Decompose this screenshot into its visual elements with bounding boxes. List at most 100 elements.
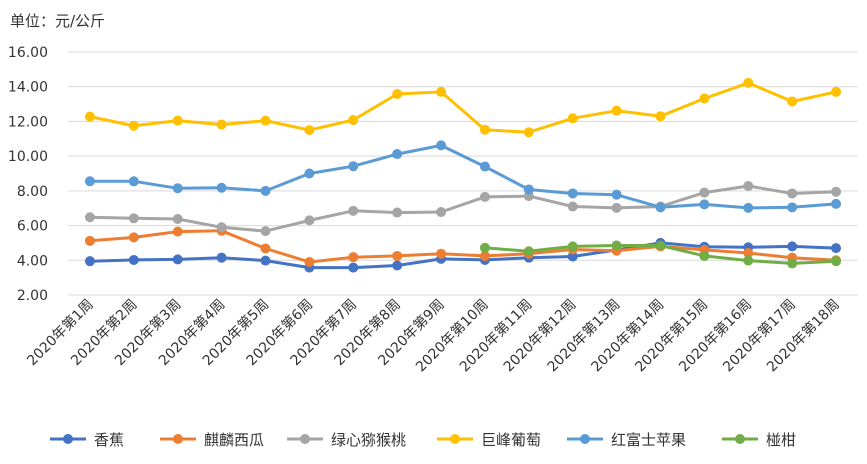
data-point [260, 226, 271, 237]
data-point [128, 120, 139, 131]
data-point [260, 255, 271, 266]
data-point [436, 140, 447, 151]
data-point [831, 198, 842, 209]
data-point [699, 187, 710, 198]
data-point [567, 241, 578, 252]
data-point [348, 252, 359, 263]
y-tick-label: 12.00 [8, 114, 48, 130]
data-point [128, 213, 139, 224]
data-point [84, 235, 95, 246]
data-point [787, 258, 798, 269]
legend: 香蕉 麒麟西瓜 绿心猕猴桃 巨峰葡萄 红富士苹果 椪柑 [50, 431, 796, 449]
data-point [567, 251, 578, 262]
legend-label: 麒麟西瓜 [204, 431, 264, 449]
data-point [831, 256, 842, 267]
data-point [787, 202, 798, 213]
data-point [128, 232, 139, 243]
y-tick-label: 14.00 [8, 80, 48, 96]
data-point [743, 255, 754, 266]
data-point [479, 191, 490, 202]
data-point [216, 252, 227, 263]
data-point [567, 188, 578, 199]
data-point [743, 247, 754, 258]
data-point [128, 176, 139, 187]
data-point [479, 242, 490, 253]
data-point [479, 250, 490, 261]
data-point [304, 257, 315, 268]
data-point [304, 125, 315, 136]
legend-label: 巨峰葡萄 [481, 431, 541, 449]
data-point [260, 185, 271, 196]
unit-label: 单位：元/公斤 [10, 12, 105, 30]
data-point [172, 254, 183, 265]
data-point [392, 260, 403, 271]
series-6 [479, 240, 842, 269]
data-point [172, 183, 183, 194]
data-point [655, 111, 666, 122]
data-point [84, 212, 95, 223]
data-point [172, 115, 183, 126]
data-point [216, 222, 227, 233]
data-point [348, 205, 359, 216]
y-tick-label: 4.00 [17, 253, 48, 269]
y-tick-label: 10.00 [8, 149, 48, 165]
legend-item: 麒麟西瓜 [160, 431, 264, 449]
data-point [392, 250, 403, 261]
data-point [611, 189, 622, 200]
data-point [831, 243, 842, 254]
legend-item: 红富士苹果 [567, 431, 686, 449]
data-point [216, 182, 227, 193]
series-line [89, 143, 837, 210]
data-point [172, 213, 183, 224]
series-5 [84, 140, 842, 213]
data-point [348, 115, 359, 126]
data-point [216, 119, 227, 130]
data-point [831, 86, 842, 97]
data-point [392, 149, 403, 160]
data-point [304, 168, 315, 179]
y-axis: 2.00 4.00 6.00 8.00 10.00 12.00 14.00 16.00 [8, 45, 48, 304]
legend-label: 红富士苹果 [611, 431, 686, 449]
data-point [787, 96, 798, 107]
series-line [89, 241, 837, 270]
series-lines [84, 77, 842, 273]
legend-item: 椪柑 [722, 431, 796, 449]
legend-marker [300, 434, 310, 444]
legend-label: 绿心猕猴桃 [331, 431, 406, 449]
legend-item: 巨峰葡萄 [437, 431, 541, 449]
data-point [392, 89, 403, 100]
data-point [436, 248, 447, 259]
data-point [479, 161, 490, 172]
data-point [567, 201, 578, 212]
legend-item: 香蕉 [50, 431, 124, 449]
legend-marker [173, 434, 183, 444]
data-point [304, 215, 315, 226]
y-tick-label: 16.00 [8, 45, 48, 61]
data-point [699, 250, 710, 261]
series-line [89, 229, 837, 264]
data-point [84, 111, 95, 122]
data-point [260, 115, 271, 126]
data-point [743, 202, 754, 213]
data-point [84, 176, 95, 187]
series-line [89, 184, 837, 233]
data-point [436, 207, 447, 218]
data-point [172, 226, 183, 237]
data-point [348, 262, 359, 273]
data-point [84, 256, 95, 267]
data-point [523, 184, 534, 195]
y-tick-label: 6.00 [17, 219, 48, 235]
data-point [611, 105, 622, 116]
data-point [611, 202, 622, 213]
data-point [831, 186, 842, 197]
legend-label: 香蕉 [94, 431, 124, 449]
data-point [787, 188, 798, 199]
legend-marker [450, 434, 460, 444]
legend-marker [735, 434, 745, 444]
data-point [611, 240, 622, 251]
data-point [392, 207, 403, 218]
data-point [567, 113, 578, 124]
data-point [699, 199, 710, 210]
series-line [89, 81, 837, 134]
